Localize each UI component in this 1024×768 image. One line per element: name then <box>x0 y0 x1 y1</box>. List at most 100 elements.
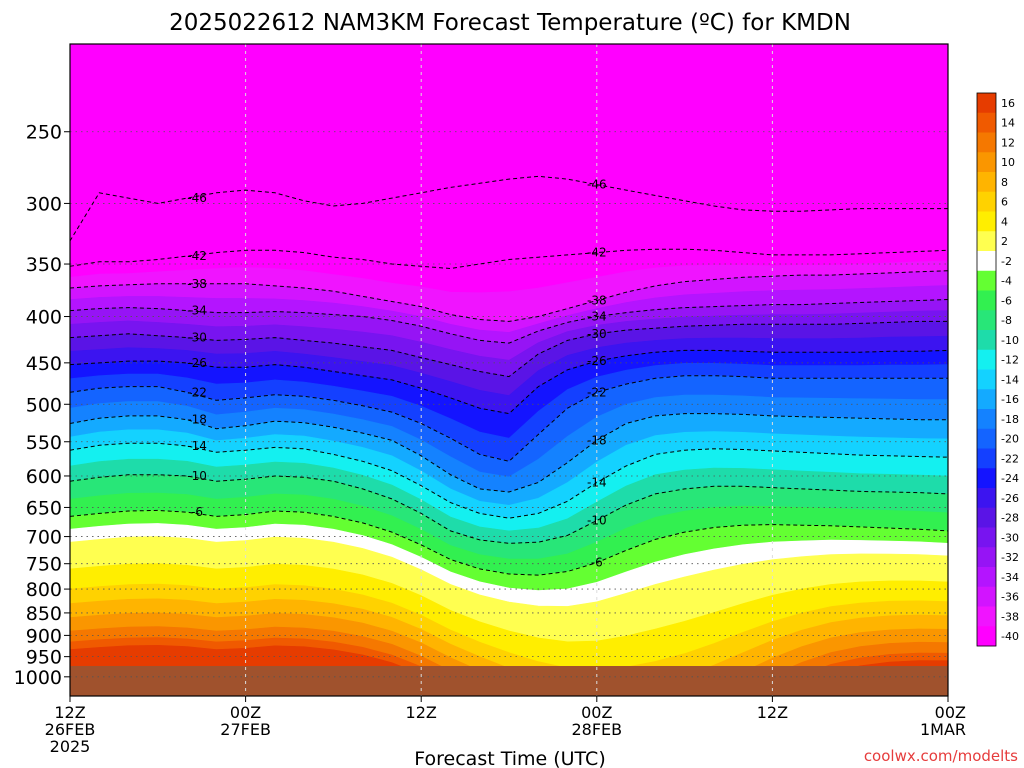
colorbar-cell--16 <box>977 389 996 410</box>
y-tick-label-250: 250 <box>26 122 62 144</box>
y-tick-label-900: 900 <box>26 625 62 647</box>
y-tick-label-500: 500 <box>26 394 62 416</box>
colorbar-cell--26 <box>977 488 996 509</box>
isotherm--14 <box>70 442 948 519</box>
isotherm--46 <box>70 175 948 242</box>
y-tick-label-600: 600 <box>26 466 62 488</box>
colorbar-cell-4 <box>977 211 996 232</box>
isotherm-label--18: -18 <box>587 433 607 447</box>
isotherm--10 <box>70 474 948 544</box>
colorbar-label--34: -34 <box>1001 571 1019 584</box>
colorbar-label-16: 16 <box>1001 97 1015 110</box>
isotherm-label--46: -46 <box>587 178 607 192</box>
x-tick-label-h60: 1MAR <box>920 720 966 739</box>
ground-layer <box>70 666 948 696</box>
colorbar-cell--24 <box>977 468 996 489</box>
y-tick-label-850: 850 <box>26 603 62 625</box>
isotherm--34 <box>70 299 948 344</box>
y-tick-label-800: 800 <box>26 579 62 601</box>
colorbar-cell--14 <box>977 369 996 390</box>
colorbar-label--38: -38 <box>1001 610 1019 623</box>
temperature-fill-layers <box>70 44 948 696</box>
y-tick-label-950: 950 <box>26 647 62 669</box>
y-axis: 2503003504004505005506006507007508008509… <box>14 122 70 689</box>
y-tick-label-650: 650 <box>26 497 62 519</box>
colorbar-cell-2 <box>977 231 996 252</box>
colorbar-label-12: 12 <box>1001 136 1015 149</box>
isotherm-label--30: -30 <box>187 331 207 345</box>
colorbar-cell--4 <box>977 270 996 291</box>
colorbar-label--40: -40 <box>1001 630 1019 643</box>
isotherm-label--6: -6 <box>591 556 603 570</box>
isotherm-label--26: -26 <box>587 354 607 368</box>
x-axis-label: Forecast Time (UTC) <box>414 748 605 768</box>
colorbar-label-14: 14 <box>1001 117 1015 130</box>
isotherm-label--34: -34 <box>587 310 607 324</box>
colorbar-cell-12 <box>977 132 996 153</box>
isotherm-label--38: -38 <box>587 293 607 307</box>
ground-fill <box>70 666 948 696</box>
isotherm-label--22: -22 <box>587 385 607 399</box>
isotherm-label--38: -38 <box>187 277 207 291</box>
colorbar-cell--32 <box>977 547 996 568</box>
isotherm--30 <box>70 320 948 378</box>
colorbar-label--8: -8 <box>1001 314 1012 327</box>
isotherm-label--14: -14 <box>587 475 607 489</box>
isotherm-label--42: -42 <box>587 246 607 260</box>
x-tick-label-h24: 12Z <box>406 703 437 722</box>
colorbar-label--28: -28 <box>1001 512 1019 525</box>
x-tick-label-h0: 26FEB <box>45 720 96 739</box>
colorbar-cell--38 <box>977 606 996 627</box>
colorbar-label--16: -16 <box>1001 393 1019 406</box>
colorbar-label--20: -20 <box>1001 433 1019 446</box>
colorbar-cell--36 <box>977 586 996 607</box>
colorbar-label--18: -18 <box>1001 413 1019 426</box>
isotherm-label--10: -10 <box>587 514 607 528</box>
isotherm-label--46: -46 <box>187 191 207 205</box>
y-tick-label-700: 700 <box>26 527 62 549</box>
x-tick-label-h60: 00Z <box>935 703 966 722</box>
isotherm--18 <box>70 413 948 493</box>
isotherm-label--18: -18 <box>187 413 207 427</box>
x-tick-label-h48: 12Z <box>757 703 788 722</box>
colorbar-label-10: 10 <box>1001 156 1015 169</box>
colorbar-cell--22 <box>977 448 996 469</box>
colorbar-label-4: 4 <box>1001 215 1008 228</box>
colorbar: 16 14 12 10 8 6 4 2 -2 -4 -6 -8 -10 -12 -14 -16 -18 -20 -2… <box>976 92 1019 647</box>
y-tick-label-300: 300 <box>26 193 62 215</box>
y-tick-label-550: 550 <box>26 432 62 454</box>
colorbar-cell--10 <box>977 330 996 351</box>
isotherm-label--30: -30 <box>587 327 607 341</box>
y-tick-label-350: 350 <box>26 254 62 276</box>
x-tick-label-h36: 00Z <box>581 703 612 722</box>
colorbar-cell--6 <box>977 290 996 311</box>
y-tick-label-750: 750 <box>26 554 62 576</box>
isotherm--22 <box>70 375 948 462</box>
colorbar-cell--8 <box>977 310 996 331</box>
colorbar-frame <box>976 92 997 647</box>
colorbar-label-2: 2 <box>1001 235 1008 248</box>
isotherm-label--14: -14 <box>187 439 207 453</box>
chart-title: 2025022612 NAM3KM Forecast Temperature (… <box>169 10 851 36</box>
colorbar-label--22: -22 <box>1001 452 1019 465</box>
colorbar-cell--2 <box>977 251 996 272</box>
x-tick-label-h12: 27FEB <box>220 720 271 739</box>
colorbar-cell-6 <box>977 191 996 212</box>
colorbar-label--32: -32 <box>1001 551 1019 564</box>
x-tick-label-h36: 28FEB <box>571 720 622 739</box>
plot-frame <box>69 43 949 697</box>
colorbar-label--14: -14 <box>1001 373 1019 386</box>
x-tick-label-h0: 2025 <box>50 737 91 756</box>
colorbar-cell--40 <box>977 626 996 647</box>
isotherm--42 <box>70 248 948 270</box>
x-tick-label-h0: 12Z <box>54 703 85 722</box>
colorbar-cell--12 <box>977 349 996 370</box>
isotherm-label--42: -42 <box>187 249 207 263</box>
colorbar-label--2: -2 <box>1001 255 1012 268</box>
colorbar-cell--18 <box>977 409 996 430</box>
colorbar-label--30: -30 <box>1001 531 1019 544</box>
isotherm-label--34: -34 <box>187 304 207 318</box>
colorbar-label--4: -4 <box>1001 275 1012 288</box>
